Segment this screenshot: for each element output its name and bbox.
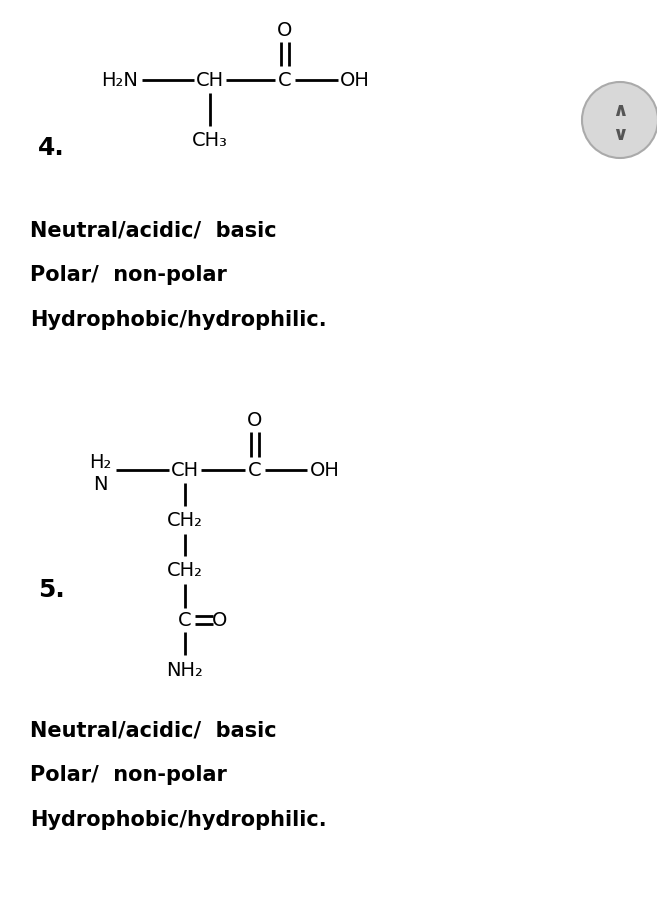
Text: Neutral/acidic/  basic: Neutral/acidic/ basic bbox=[30, 720, 277, 740]
Text: CH₃: CH₃ bbox=[192, 131, 228, 150]
Text: ∧: ∧ bbox=[612, 101, 628, 120]
Text: OH: OH bbox=[340, 70, 370, 90]
Text: C: C bbox=[248, 461, 261, 480]
Text: CH: CH bbox=[171, 461, 199, 480]
Text: C: C bbox=[178, 611, 192, 630]
Text: NH₂: NH₂ bbox=[167, 661, 204, 679]
Text: CH: CH bbox=[196, 70, 224, 90]
Text: OH: OH bbox=[310, 461, 340, 480]
Text: 5.: 5. bbox=[38, 578, 65, 602]
Text: Neutral/acidic/  basic: Neutral/acidic/ basic bbox=[30, 220, 277, 240]
Text: N: N bbox=[93, 474, 107, 494]
Text: Polar/  non-polar: Polar/ non-polar bbox=[30, 265, 227, 285]
Text: Hydrophobic/hydrophilic.: Hydrophobic/hydrophilic. bbox=[30, 310, 327, 330]
Text: CH₂: CH₂ bbox=[167, 560, 203, 579]
Text: Polar/  non-polar: Polar/ non-polar bbox=[30, 765, 227, 785]
Text: C: C bbox=[278, 70, 292, 90]
Text: O: O bbox=[277, 20, 292, 39]
Text: O: O bbox=[212, 611, 228, 630]
Text: Hydrophobic/hydrophilic.: Hydrophobic/hydrophilic. bbox=[30, 810, 327, 830]
Text: 4.: 4. bbox=[38, 136, 65, 160]
Text: CH₂: CH₂ bbox=[167, 511, 203, 529]
Text: H₂N: H₂N bbox=[102, 70, 139, 90]
Circle shape bbox=[582, 82, 657, 158]
Text: O: O bbox=[247, 410, 263, 430]
Text: H₂: H₂ bbox=[89, 452, 111, 472]
Text: ∨: ∨ bbox=[612, 124, 628, 143]
